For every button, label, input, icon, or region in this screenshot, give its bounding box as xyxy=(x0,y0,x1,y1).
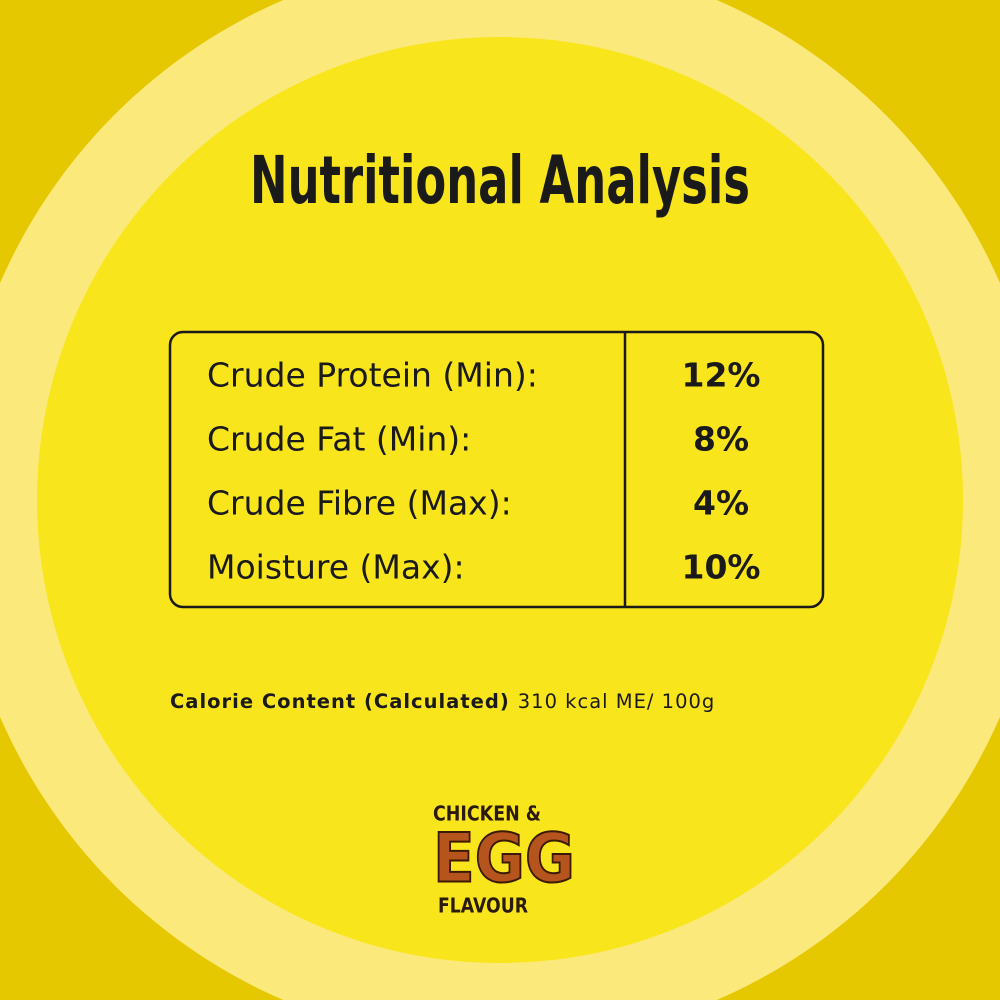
badge-top: CHICKEN & xyxy=(433,802,541,826)
title: Nutritional Analysis xyxy=(250,142,750,219)
row-value: 8% xyxy=(693,420,749,459)
table-border xyxy=(168,330,825,609)
flavour-badge: CHICKEN & EGG FLAVOUR xyxy=(432,802,576,918)
calorie-line: Calorie Content (Calculated) 310 kcal ME/… xyxy=(170,690,715,713)
row-label: Crude Fat (Min): xyxy=(207,420,471,459)
row-label: Moisture (Max): xyxy=(207,548,465,587)
inner-circle xyxy=(37,37,963,963)
calorie-label: Calorie Content (Calculated) xyxy=(170,690,510,713)
badge-bottom: FLAVOUR xyxy=(438,894,528,918)
row-label: Crude Protein (Min): xyxy=(207,356,538,395)
row-value: 12% xyxy=(682,356,761,395)
row-value: 4% xyxy=(693,484,749,523)
row-label: Crude Fibre (Max): xyxy=(207,484,512,523)
badge-main: EGG xyxy=(433,820,575,899)
calorie-text: 310 kcal ME/ 100g xyxy=(518,690,716,713)
nutrition-table: Crude Protein (Min): 12% Crude Fat (Min): 8… xyxy=(168,330,825,609)
row-value: 10% xyxy=(682,548,761,587)
